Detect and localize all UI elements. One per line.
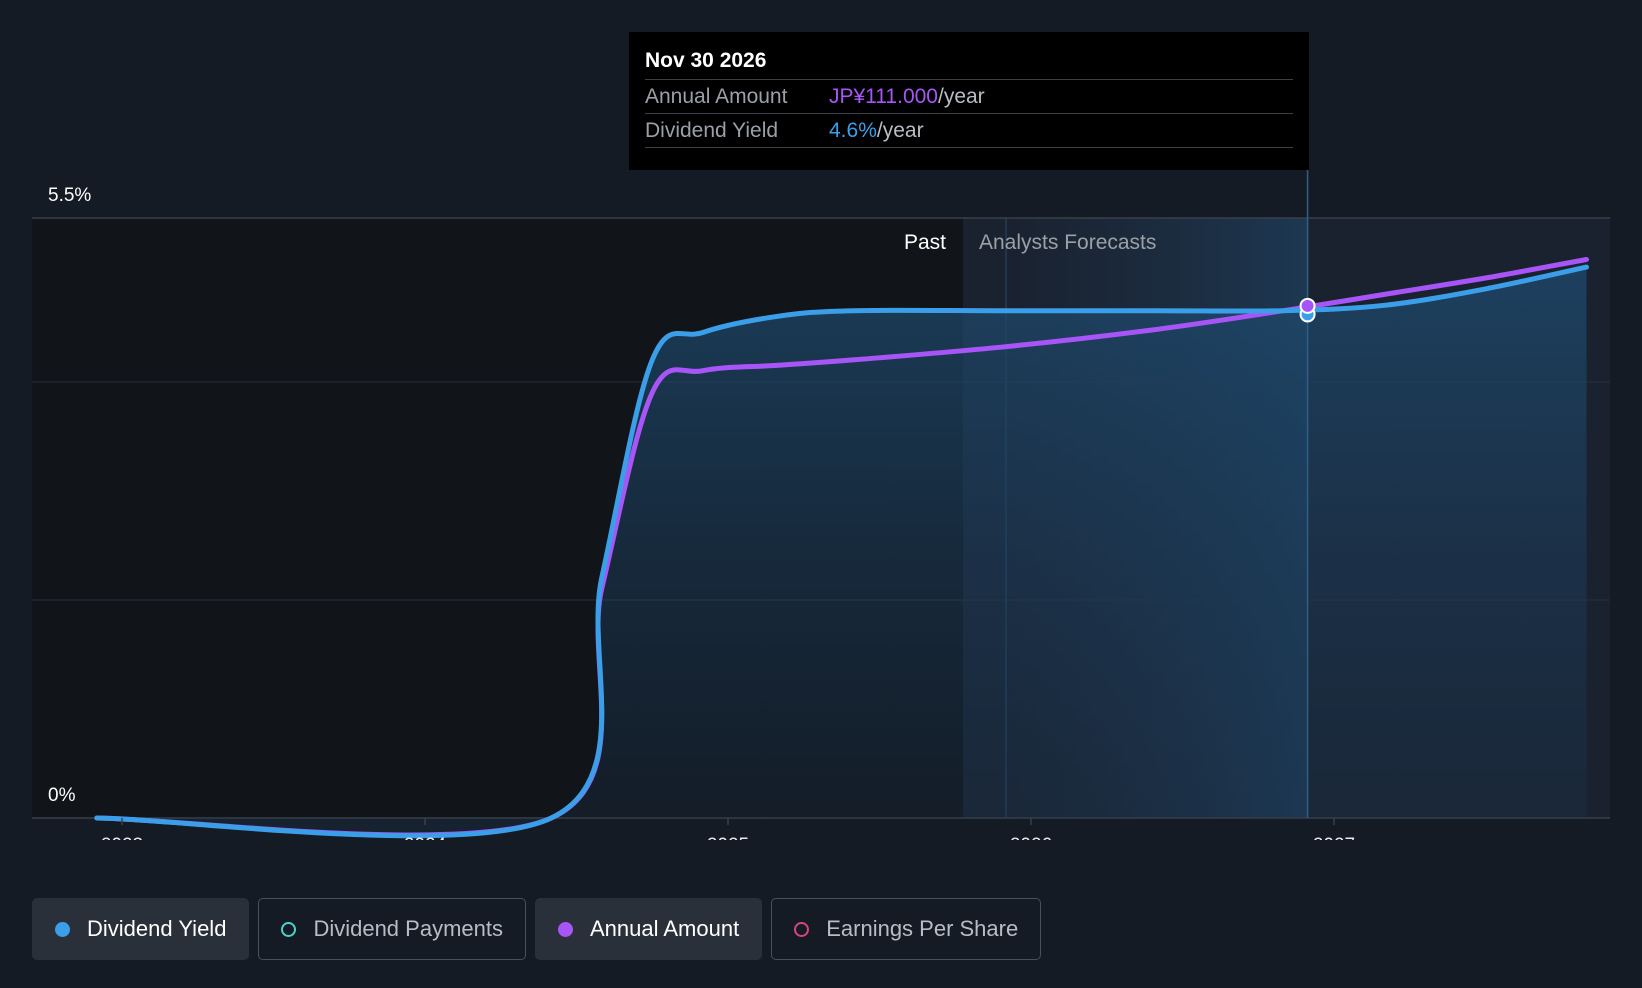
dividend-yield-area bbox=[96, 267, 1587, 836]
legend-label: Earnings Per Share bbox=[826, 916, 1019, 941]
x-tick-label: 2023 bbox=[101, 835, 143, 840]
hollow-dot-icon bbox=[281, 921, 297, 937]
legend-dividend-payments[interactable]: Dividend Payments bbox=[258, 898, 526, 960]
x-tick-label: 2026 bbox=[1010, 835, 1052, 840]
legend-dividend-yield[interactable]: Dividend Yield bbox=[32, 898, 250, 960]
annual-amount-marker[interactable] bbox=[1299, 297, 1316, 314]
hollow-dot-icon bbox=[794, 921, 810, 937]
legend-label: Dividend Yield bbox=[87, 916, 227, 941]
y-tick-bottom: 0% bbox=[48, 785, 76, 806]
forecast-label: Analysts Forecasts bbox=[979, 231, 1156, 254]
tooltip-value: 4.6% bbox=[829, 119, 877, 142]
filled-dot-icon bbox=[557, 921, 573, 937]
legend: Dividend Yield Dividend Payments Annual … bbox=[32, 898, 1050, 960]
x-tick-label: 2025 bbox=[707, 835, 749, 840]
filled-dot-icon bbox=[55, 921, 70, 937]
tooltip-unit: /year bbox=[876, 119, 924, 142]
tooltip-label: Annual Amount bbox=[645, 85, 788, 108]
past-label: Past bbox=[904, 231, 946, 254]
legend-annual-amount[interactable]: Annual Amount bbox=[534, 898, 763, 960]
x-tick-label: 2027 bbox=[1313, 835, 1355, 840]
tooltip-row-dividend-yield: Dividend Yield 4.6% /year bbox=[645, 114, 1293, 148]
legend-label: Dividend Payments bbox=[313, 916, 503, 941]
dividend-yield-line bbox=[94, 264, 1589, 839]
tooltip: Nov 30 2026 Annual Amount JP¥111.000 /ye… bbox=[629, 32, 1309, 170]
x-tick-label: 2024 bbox=[404, 835, 447, 840]
legend-earnings-per-share[interactable]: Earnings Per Share bbox=[771, 898, 1042, 960]
tooltip-date: Nov 30 2026 bbox=[645, 46, 1293, 80]
tooltip-label: Dividend Yield bbox=[645, 119, 779, 142]
tooltip-row-annual-amount: Annual Amount JP¥111.000 /year bbox=[645, 80, 1293, 114]
tooltip-unit: /year bbox=[937, 85, 985, 108]
dividend-chart: 5.5% 0% Past Analysts Forecasts 2023 2024… bbox=[32, 170, 1610, 840]
legend-label: Annual Amount bbox=[589, 916, 740, 941]
y-tick-top: 5.5% bbox=[48, 185, 91, 206]
tooltip-value: JP¥111.000 bbox=[829, 85, 938, 108]
